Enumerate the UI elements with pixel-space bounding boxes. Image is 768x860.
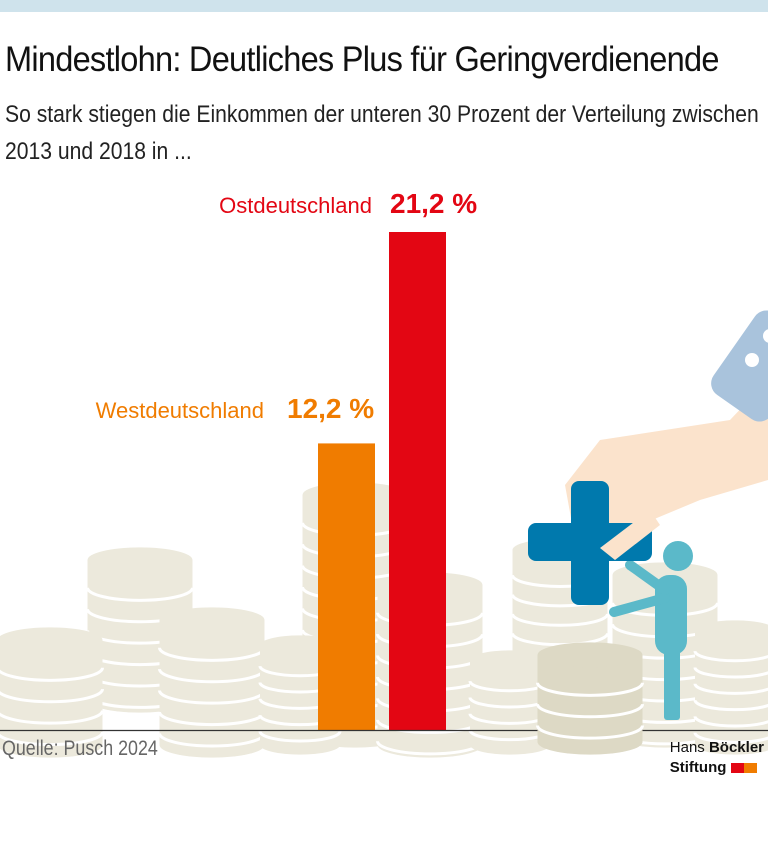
hand-icon [565,380,768,555]
sleeve-icon [711,310,768,422]
bar-ostdeutschland [389,232,446,730]
coin-stack [158,607,266,758]
bars [318,232,446,730]
source-note: Quelle: Pusch 2024 [2,737,158,760]
category-label-west: Westdeutschland [96,398,264,423]
hand-illustration [565,310,768,555]
subtitle: So stark stiegen die Einkommen der unter… [5,101,759,165]
category-label-east: Ostdeutschland [219,193,372,218]
coin-stack [536,642,644,755]
value-label-east: 21,2 % [390,188,477,219]
thumb-icon [600,510,660,560]
hans-boeckler-logo: Hans Böckler Stiftung [669,739,764,776]
person-icon [609,541,693,720]
coin-stack [0,627,104,758]
top-band [0,0,768,12]
coin-stack [693,620,768,755]
bar-westdeutschland [318,443,375,730]
page-title: Mindestlohn: Deutliches Plus für Geringv… [5,40,719,79]
value-label-west: 12,2 % [287,393,374,424]
coin-stack-foreground [536,642,644,755]
